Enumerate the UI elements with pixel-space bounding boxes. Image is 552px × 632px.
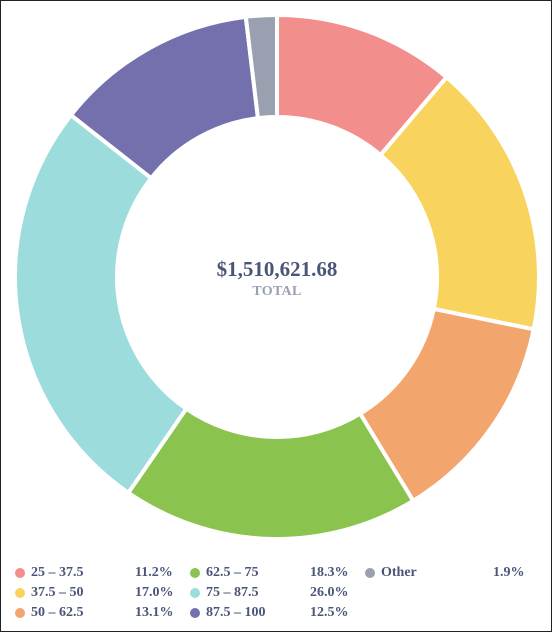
legend-swatch <box>15 588 25 598</box>
legend-swatch <box>365 568 375 578</box>
legend-item: 62.5 – 75 18.3% <box>190 564 349 582</box>
legend-label: 87.5 – 100 <box>206 605 266 620</box>
legend-swatch <box>15 568 25 578</box>
legend-percent: 12.5% <box>310 605 349 620</box>
legend-item: 25 – 37.5 11.2% <box>15 564 173 582</box>
center-total: $1,510,621.68 <box>217 257 338 281</box>
legend-item: 50 – 62.5 13.1% <box>15 604 174 622</box>
donut-slice[interactable] <box>13 112 190 496</box>
legend-percent: 18.3% <box>310 565 349 580</box>
legend-percent: 17.0% <box>135 585 174 600</box>
legend-swatch <box>190 608 200 618</box>
center-label: TOTAL <box>252 284 301 299</box>
legend-percent: 11.2% <box>135 565 173 580</box>
legend-label: Other <box>381 565 417 580</box>
legend-label: 50 – 62.5 <box>31 605 84 620</box>
donut-slices <box>13 12 541 541</box>
legend-item: Other 1.9% <box>365 564 525 582</box>
legend-swatch <box>15 608 25 618</box>
legend-item: 37.5 – 50 17.0% <box>15 584 174 602</box>
legend-swatch <box>190 588 200 598</box>
legend-label: 37.5 – 50 <box>31 585 84 600</box>
legend-label: 62.5 – 75 <box>206 565 259 580</box>
legend-percent: 26.0% <box>310 585 349 600</box>
legend-swatch <box>190 568 200 578</box>
legend-percent: 13.1% <box>135 605 174 620</box>
legend-label: 75 – 87.5 <box>206 585 259 600</box>
legend-item: 75 – 87.5 26.0% <box>190 584 349 602</box>
donut-slice[interactable] <box>243 12 279 121</box>
legend-percent: 1.9% <box>493 565 525 580</box>
donut-slice[interactable] <box>125 405 416 541</box>
legend-label: 25 – 37.5 <box>31 565 84 580</box>
legend-item: 87.5 – 100 12.5% <box>190 604 349 622</box>
